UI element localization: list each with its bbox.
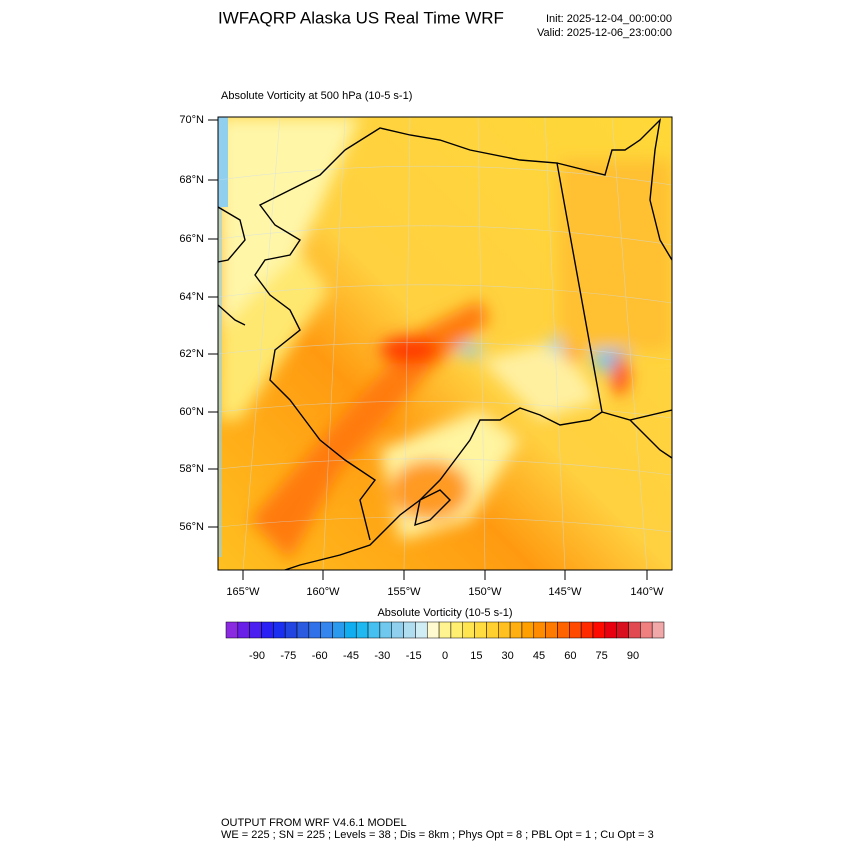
colorbar-tick-label: 15 (470, 650, 482, 662)
colorbar-swatch (308, 621, 321, 639)
lat-label: 60°N (179, 406, 204, 418)
colorbar-swatch (545, 621, 558, 639)
colorbar-swatch (320, 621, 333, 639)
lon-label: 160°W (306, 586, 340, 598)
colorbar-swatch (415, 621, 428, 639)
lat-label: 66°N (179, 233, 204, 245)
lat-label: 58°N (179, 463, 204, 475)
lat-label: 64°N (179, 291, 204, 303)
colorbar-swatch (284, 621, 298, 639)
colorbar-swatch (474, 621, 487, 639)
colorbar-tick-label: 30 (502, 650, 514, 662)
colorbar-swatch (521, 621, 535, 639)
colorbar-title: Absolute Vorticity (10-5 s-1) (377, 607, 512, 619)
map-frame (217, 116, 673, 571)
colorbar-tick-label: 75 (596, 650, 608, 662)
colorbar-tick-label: -15 (406, 650, 422, 662)
colorbar-swatch (509, 621, 523, 639)
colorbar-tick-label: 90 (627, 650, 639, 662)
lat-label: 62°N (179, 348, 204, 360)
lat-label: 56°N (179, 521, 204, 533)
colorbar-swatch (391, 621, 404, 639)
colorbar-swatch (580, 621, 594, 639)
colorbar-swatch (533, 621, 546, 639)
lon-label: 165°W (226, 586, 260, 598)
lat-label: 68°N (179, 174, 204, 186)
colorbar-swatch (355, 621, 369, 639)
colorbar-swatch (450, 621, 464, 639)
lat-label: 70°N (179, 114, 204, 126)
colorbar-swatch (379, 621, 392, 639)
colorbar-swatch (344, 621, 357, 639)
colorbar-tick-label: 60 (564, 650, 576, 662)
colorbar-swatch (225, 621, 239, 639)
colorbar-swatch (557, 621, 570, 639)
colorbar-swatch (604, 621, 617, 639)
init-time: Init: 2025-12-04_00:00:00 (546, 13, 672, 25)
lon-label: 155°W (387, 586, 421, 598)
colorbar-tick-label: -45 (343, 650, 359, 662)
colorbar-swatch (249, 621, 262, 639)
colorbar-swatch (237, 621, 250, 639)
colorbar-tick-label: 45 (533, 650, 545, 662)
lon-label: 145°W (548, 586, 582, 598)
colorbar-swatch (462, 621, 475, 639)
colorbar-swatch (569, 621, 582, 639)
colorbar-swatch (438, 621, 452, 639)
colorbar-swatch (426, 621, 440, 639)
colorbar-swatch (651, 621, 665, 639)
colorbar-swatch (273, 621, 286, 639)
map-subtitle: Absolute Vorticity at 500 hPa (10-5 s-1) (221, 90, 412, 102)
colorbar-swatch (296, 621, 310, 639)
valid-time: Valid: 2025-12-06_23:00:00 (537, 27, 672, 39)
colorbar-tick-label: 0 (442, 650, 448, 662)
title: IWFAQRP Alaska US Real Time WRF (218, 8, 504, 27)
footer-line: WE = 225 ; SN = 225 ; Levels = 38 ; Dis … (221, 829, 654, 841)
colorbar-swatch (486, 621, 499, 639)
colorbar-tick-label: -90 (249, 650, 265, 662)
lon-label: 140°W (630, 586, 664, 598)
colorbar-swatch (592, 621, 606, 639)
colorbar-swatch (640, 621, 653, 639)
colorbar-tick-label: -75 (280, 650, 296, 662)
colorbar-swatch (403, 621, 416, 639)
colorbar-swatch (332, 621, 345, 639)
map-field (218, 117, 672, 570)
colorbar-swatch (628, 621, 641, 639)
colorbar-tick-label: -60 (312, 650, 328, 662)
lon-label: 150°W (468, 586, 502, 598)
colorbar-swatch (367, 621, 381, 639)
colorbar-swatch (261, 621, 274, 639)
colorbar-swatch (498, 621, 511, 639)
colorbar-tick-label: -30 (374, 650, 390, 662)
colorbar-swatch (616, 621, 629, 639)
footer-line: OUTPUT FROM WRF V4.6.1 MODEL (221, 817, 407, 829)
